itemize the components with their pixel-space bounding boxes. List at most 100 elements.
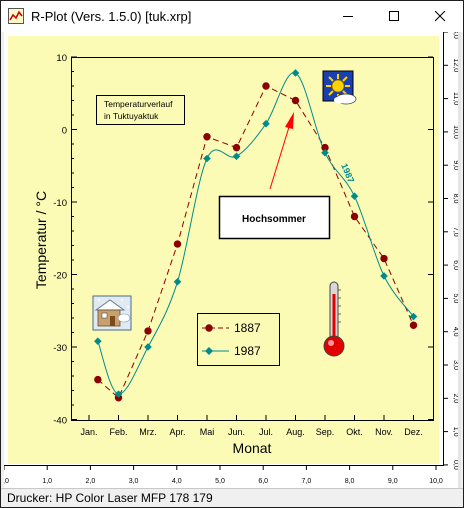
x-tick-label: Apr. [169, 427, 185, 437]
x-tick-label: Sep. [316, 427, 335, 437]
page-ruler: 0,0 1,0 2,0 3,0 4,0 5,0 6,0 7,0 8,0 9,0 10,0 13,0 12… [4, 32, 459, 485]
plot-canvas[interactable]: 0,0 1,0 2,0 3,0 4,0 5,0 6,0 7,0 8,0 9,0 10,0 13,0 12… [4, 32, 460, 488]
chart-title-line2: in Tuktuyaktuk [104, 111, 159, 121]
ruler-y-label: 4,0 [452, 327, 459, 337]
point-1987 [173, 277, 182, 286]
point-1887 [173, 240, 182, 248]
plot-frame [71, 57, 434, 421]
point-1987 [262, 119, 270, 128]
ruler-y-label: 11,0 [452, 92, 459, 105]
ruler-y-label: 1,0 [452, 427, 459, 437]
legend-marker-1887 [205, 324, 213, 332]
x-tick-label: Nov. [375, 427, 393, 437]
close-button[interactable] [417, 1, 463, 32]
ruler-y-label: 7,0 [452, 227, 459, 237]
highlight-text: Hochsommer [242, 214, 306, 225]
winter-house-icon[interactable] [92, 295, 132, 331]
ruler-y-label: 3,0 [452, 360, 459, 370]
point-1887 [409, 321, 418, 329]
ruler-x-label: 4,0 [172, 478, 182, 485]
plot-svg: 0,0 1,0 2,0 3,0 4,0 5,0 6,0 7,0 8,0 9,0 10,0 13,0 12… [4, 32, 459, 485]
highlight-box[interactable]: Hochsommer [218, 195, 331, 240]
thermometer-icon[interactable] [323, 281, 345, 357]
y-tick-label: 10 [56, 53, 67, 64]
x-tick-label: Mai [200, 427, 215, 437]
ruler-y-label: 13,0 [452, 32, 459, 39]
ruler-y-label: 10,0 [452, 125, 459, 139]
y-axis-title: Temperatur / °C [33, 191, 49, 289]
close-icon [435, 11, 446, 22]
paper-area [8, 36, 439, 464]
app-icon[interactable] [8, 8, 24, 24]
legend-label-1887: 1887 [234, 321, 261, 335]
series-1887-line [97, 85, 414, 399]
x-tick-label: Dez. [404, 427, 423, 437]
minimize-icon [343, 16, 353, 17]
point-1887 [232, 143, 241, 152]
x-tick-label: Okt. [346, 427, 363, 437]
sun-cloud-icon[interactable] [322, 70, 357, 105]
y-tick-label: -30 [53, 343, 67, 354]
minimize-button[interactable] [325, 1, 371, 32]
x-tick-label: Jun. [228, 427, 245, 437]
ruler-y-label: 8,0 [452, 194, 459, 204]
chart-title-box[interactable]: Temperaturverlauf in Tuktuyaktuk [96, 95, 185, 125]
point-1987 [409, 312, 418, 321]
point-1887 [291, 96, 300, 105]
point-1887 [144, 327, 152, 335]
ruler-x-label: 1,0 [42, 478, 52, 485]
title-bar[interactable]: R-Plot (Vers. 1.5.0) [tuk.xrp] [1, 1, 463, 32]
ruler-x-label: 10,0 [429, 478, 443, 485]
y-tick-label: -20 [53, 271, 67, 282]
point-1987 [203, 154, 211, 163]
ruler-x-label: 9,0 [388, 478, 398, 485]
point-1987 [380, 272, 388, 280]
ruler-x-label: 5,0 [215, 478, 225, 485]
point-1987 [144, 343, 152, 351]
legend[interactable]: 1887 1987 [197, 313, 280, 366]
curve-label-1987: 1987 [339, 162, 356, 184]
point-1987 [350, 192, 359, 200]
ruler-x-label: 8,0 [345, 478, 355, 485]
status-bar: Drucker: HP Color Laser MFP 178 179 [1, 488, 463, 507]
ruler-y-label: 6,0 [452, 260, 459, 270]
point-1887 [380, 254, 388, 263]
ruler-x-label: 0,0 [4, 478, 9, 485]
highlight-arrow [269, 112, 294, 190]
point-1887 [350, 212, 359, 221]
point-1987 [291, 69, 300, 77]
x-tick-label: Mrz. [139, 427, 157, 437]
ruler-y-label: 12,0 [452, 58, 459, 72]
point-1887 [262, 82, 270, 90]
x-tick-label: Jan. [80, 427, 97, 437]
ruler-x-label: 3,0 [129, 478, 139, 485]
x-tick-label: Feb. [109, 427, 127, 437]
axes: 10 0 -10 -20 -30 -40 Jan. Feb. Mrz. Apr. Mai Jun. Ju… [53, 53, 433, 437]
legend-label-1987: 1987 [234, 344, 261, 358]
ruler-x-label: 7,0 [302, 478, 312, 485]
x-tick-label: Jul. [259, 427, 273, 437]
y-tick-label: -40 [53, 416, 67, 427]
ruler-y-label: 2,0 [452, 393, 459, 403]
point-1887 [94, 375, 102, 384]
maximize-button[interactable] [371, 1, 417, 32]
window-title: R-Plot (Vers. 1.5.0) [tuk.xrp] [31, 9, 192, 24]
x-tick-label: Aug. [286, 427, 305, 437]
point-1987 [232, 152, 241, 161]
point-1987 [114, 390, 123, 398]
printer-status: Drucker: HP Color Laser MFP 178 179 [7, 491, 213, 505]
point-1987 [94, 337, 102, 345]
ruler-y-label: 5,0 [452, 294, 459, 304]
y-tick-label: 0 [62, 126, 67, 137]
point-1887 [203, 133, 211, 141]
point-1887 [321, 143, 329, 152]
x-axis-title: Monat [233, 440, 272, 456]
maximize-icon [389, 11, 399, 21]
ruler-x-label: 6,0 [258, 478, 268, 485]
ruler-y-label: 0,0 [452, 460, 459, 470]
legend-marker-1987 [205, 347, 213, 355]
chart-title-line1: Temperaturverlauf [104, 99, 173, 109]
vertical-scrollbar[interactable] [458, 32, 461, 488]
ruler-x-label: 2,0 [86, 478, 96, 485]
